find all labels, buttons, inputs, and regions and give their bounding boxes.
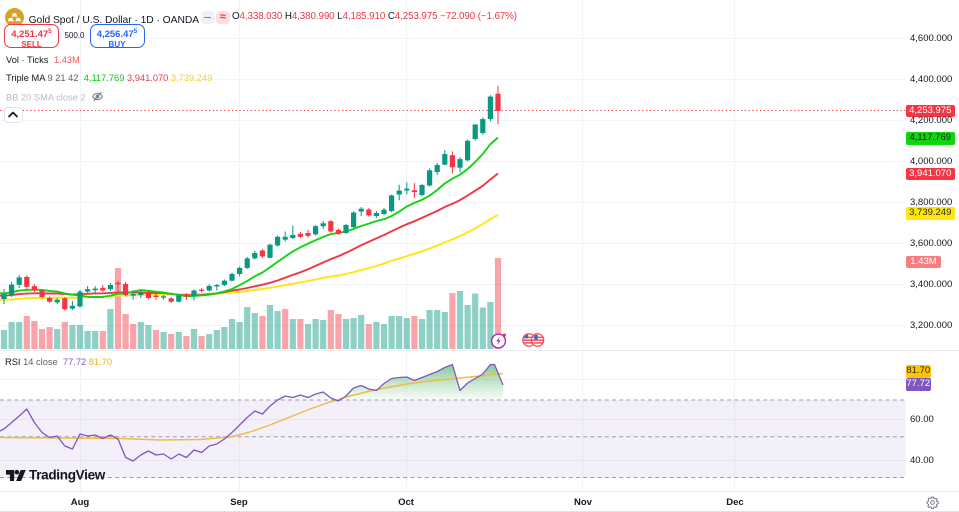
svg-text:TradingView: TradingView: [29, 467, 106, 482]
